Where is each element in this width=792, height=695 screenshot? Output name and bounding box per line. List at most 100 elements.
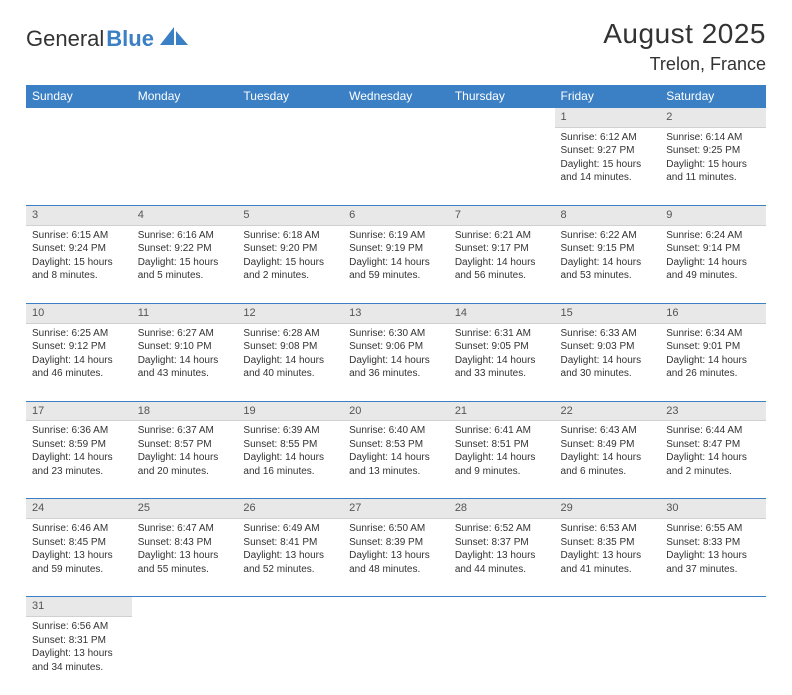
daynum-cell: 9 <box>660 205 766 225</box>
logo-text-1: General <box>26 26 104 52</box>
daynum-cell: 12 <box>237 303 343 323</box>
day-cell <box>449 127 555 205</box>
daynum-cell: 22 <box>555 401 661 421</box>
day-cell: Sunrise: 6:46 AMSunset: 8:45 PMDaylight:… <box>26 519 132 597</box>
day-line-d2: and 11 minutes. <box>666 171 760 185</box>
day-content: Sunrise: 6:39 AMSunset: 8:55 PMDaylight:… <box>237 421 343 484</box>
daynum-cell <box>237 597 343 617</box>
day-line-d2: and 26 minutes. <box>666 367 760 381</box>
daynum-cell <box>237 108 343 128</box>
day-cell <box>449 617 555 695</box>
day-line-d2: and 16 minutes. <box>243 465 337 479</box>
day-content: Sunrise: 6:44 AMSunset: 8:47 PMDaylight:… <box>660 421 766 484</box>
day-line-d1: Daylight: 13 hours <box>138 549 232 563</box>
weekday-friday: Friday <box>555 85 661 108</box>
day-line-ss: Sunset: 8:37 PM <box>455 536 549 550</box>
week-0-daynums: 12 <box>26 108 766 128</box>
day-line-sr: Sunrise: 6:16 AM <box>138 229 232 243</box>
day-line-sr: Sunrise: 6:53 AM <box>561 522 655 536</box>
daynum-cell: 8 <box>555 205 661 225</box>
day-line-d1: Daylight: 14 hours <box>349 451 443 465</box>
week-5-content: Sunrise: 6:56 AMSunset: 8:31 PMDaylight:… <box>26 617 766 695</box>
day-line-d1: Daylight: 13 hours <box>455 549 549 563</box>
weekday-saturday: Saturday <box>660 85 766 108</box>
daynum-cell: 2 <box>660 108 766 128</box>
day-line-d1: Daylight: 13 hours <box>243 549 337 563</box>
day-line-sr: Sunrise: 6:21 AM <box>455 229 549 243</box>
day-line-d2: and 44 minutes. <box>455 563 549 577</box>
weekday-monday: Monday <box>132 85 238 108</box>
daynum-cell: 25 <box>132 499 238 519</box>
day-line-sr: Sunrise: 6:19 AM <box>349 229 443 243</box>
sail-icon <box>160 27 188 45</box>
week-4-daynums: 24252627282930 <box>26 499 766 519</box>
day-cell: Sunrise: 6:24 AMSunset: 9:14 PMDaylight:… <box>660 225 766 303</box>
day-content: Sunrise: 6:18 AMSunset: 9:20 PMDaylight:… <box>237 226 343 289</box>
logo-text-2: Blue <box>106 26 154 52</box>
daynum-cell <box>660 597 766 617</box>
daynum-cell: 11 <box>132 303 238 323</box>
day-line-d1: Daylight: 14 hours <box>666 256 760 270</box>
day-content: Sunrise: 6:21 AMSunset: 9:17 PMDaylight:… <box>449 226 555 289</box>
week-0-content: Sunrise: 6:12 AMSunset: 9:27 PMDaylight:… <box>26 127 766 205</box>
day-content: Sunrise: 6:33 AMSunset: 9:03 PMDaylight:… <box>555 324 661 387</box>
day-line-d2: and 8 minutes. <box>32 269 126 283</box>
day-line-d2: and 36 minutes. <box>349 367 443 381</box>
day-line-sr: Sunrise: 6:41 AM <box>455 424 549 438</box>
day-cell: Sunrise: 6:40 AMSunset: 8:53 PMDaylight:… <box>343 421 449 499</box>
day-line-d1: Daylight: 14 hours <box>561 451 655 465</box>
day-line-ss: Sunset: 8:53 PM <box>349 438 443 452</box>
day-content: Sunrise: 6:22 AMSunset: 9:15 PMDaylight:… <box>555 226 661 289</box>
daynum-cell: 15 <box>555 303 661 323</box>
day-line-sr: Sunrise: 6:24 AM <box>666 229 760 243</box>
day-cell: Sunrise: 6:25 AMSunset: 9:12 PMDaylight:… <box>26 323 132 401</box>
day-line-ss: Sunset: 8:47 PM <box>666 438 760 452</box>
day-line-ss: Sunset: 8:39 PM <box>349 536 443 550</box>
daynum-cell: 30 <box>660 499 766 519</box>
daynum-cell: 23 <box>660 401 766 421</box>
day-content: Sunrise: 6:14 AMSunset: 9:25 PMDaylight:… <box>660 128 766 191</box>
day-content: Sunrise: 6:53 AMSunset: 8:35 PMDaylight:… <box>555 519 661 582</box>
daynum-cell: 5 <box>237 205 343 225</box>
day-line-d2: and 14 minutes. <box>561 171 655 185</box>
day-line-d2: and 6 minutes. <box>561 465 655 479</box>
daynum-cell: 21 <box>449 401 555 421</box>
day-line-d2: and 23 minutes. <box>32 465 126 479</box>
day-line-ss: Sunset: 8:51 PM <box>455 438 549 452</box>
week-1-content: Sunrise: 6:15 AMSunset: 9:24 PMDaylight:… <box>26 225 766 303</box>
day-content: Sunrise: 6:16 AMSunset: 9:22 PMDaylight:… <box>132 226 238 289</box>
daynum-cell <box>132 108 238 128</box>
day-line-ss: Sunset: 9:24 PM <box>32 242 126 256</box>
daynum-cell: 10 <box>26 303 132 323</box>
day-cell: Sunrise: 6:31 AMSunset: 9:05 PMDaylight:… <box>449 323 555 401</box>
day-line-d1: Daylight: 15 hours <box>666 158 760 172</box>
day-line-sr: Sunrise: 6:25 AM <box>32 327 126 341</box>
day-line-ss: Sunset: 8:45 PM <box>32 536 126 550</box>
day-line-ss: Sunset: 9:19 PM <box>349 242 443 256</box>
weekday-tuesday: Tuesday <box>237 85 343 108</box>
day-line-d1: Daylight: 14 hours <box>243 451 337 465</box>
calendar-table: SundayMondayTuesdayWednesdayThursdayFrid… <box>26 85 766 695</box>
daynum-cell <box>343 597 449 617</box>
day-content: Sunrise: 6:31 AMSunset: 9:05 PMDaylight:… <box>449 324 555 387</box>
day-cell: Sunrise: 6:50 AMSunset: 8:39 PMDaylight:… <box>343 519 449 597</box>
day-cell: Sunrise: 6:34 AMSunset: 9:01 PMDaylight:… <box>660 323 766 401</box>
day-cell: Sunrise: 6:39 AMSunset: 8:55 PMDaylight:… <box>237 421 343 499</box>
daynum-cell: 13 <box>343 303 449 323</box>
day-cell: Sunrise: 6:37 AMSunset: 8:57 PMDaylight:… <box>132 421 238 499</box>
day-line-sr: Sunrise: 6:44 AM <box>666 424 760 438</box>
daynum-cell: 28 <box>449 499 555 519</box>
day-line-d1: Daylight: 14 hours <box>32 354 126 368</box>
calendar-body: 12Sunrise: 6:12 AMSunset: 9:27 PMDayligh… <box>26 108 766 695</box>
day-line-sr: Sunrise: 6:34 AM <box>666 327 760 341</box>
day-line-sr: Sunrise: 6:55 AM <box>666 522 760 536</box>
day-line-ss: Sunset: 9:01 PM <box>666 340 760 354</box>
daynum-cell <box>449 597 555 617</box>
calendar-head: SundayMondayTuesdayWednesdayThursdayFrid… <box>26 85 766 108</box>
day-line-sr: Sunrise: 6:52 AM <box>455 522 549 536</box>
day-line-ss: Sunset: 9:05 PM <box>455 340 549 354</box>
day-content: Sunrise: 6:47 AMSunset: 8:43 PMDaylight:… <box>132 519 238 582</box>
day-cell: Sunrise: 6:27 AMSunset: 9:10 PMDaylight:… <box>132 323 238 401</box>
day-content: Sunrise: 6:25 AMSunset: 9:12 PMDaylight:… <box>26 324 132 387</box>
day-content: Sunrise: 6:36 AMSunset: 8:59 PMDaylight:… <box>26 421 132 484</box>
